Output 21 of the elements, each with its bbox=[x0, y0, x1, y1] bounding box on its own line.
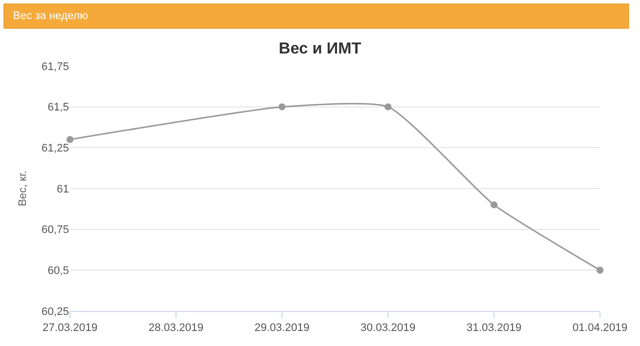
x-tick-label: 29.03.2019 bbox=[254, 322, 310, 334]
y-axis-title: Вес, кг. bbox=[17, 170, 30, 206]
point bbox=[66, 136, 74, 143]
point bbox=[490, 201, 498, 208]
y-tick-label: 60,75 bbox=[41, 224, 69, 236]
x-tick-label: 31.03.2019 bbox=[466, 322, 522, 334]
x-tick-label: 01.04.2019 bbox=[572, 322, 628, 334]
y-tick-label: 61,5 bbox=[48, 102, 69, 114]
x-tick-label: 28.03.2019 bbox=[148, 322, 204, 334]
y-tick-label: 60,5 bbox=[48, 265, 69, 278]
text: Вес за неделю bbox=[13, 10, 88, 22]
chart-title: Вес и ИМТ bbox=[278, 40, 362, 58]
point bbox=[596, 266, 604, 274]
y-tick-label: 61,75 bbox=[41, 60, 69, 73]
y-tick-label: 60,25 bbox=[41, 306, 69, 318]
x-tick-label: 30.03.2019 bbox=[360, 322, 416, 334]
y-tick-label: 61,25 bbox=[41, 142, 69, 155]
y-tick-label: 61 bbox=[56, 183, 69, 196]
x-tick-label: 27.03.2019 bbox=[42, 322, 98, 334]
point bbox=[384, 103, 392, 110]
point bbox=[278, 103, 286, 110]
